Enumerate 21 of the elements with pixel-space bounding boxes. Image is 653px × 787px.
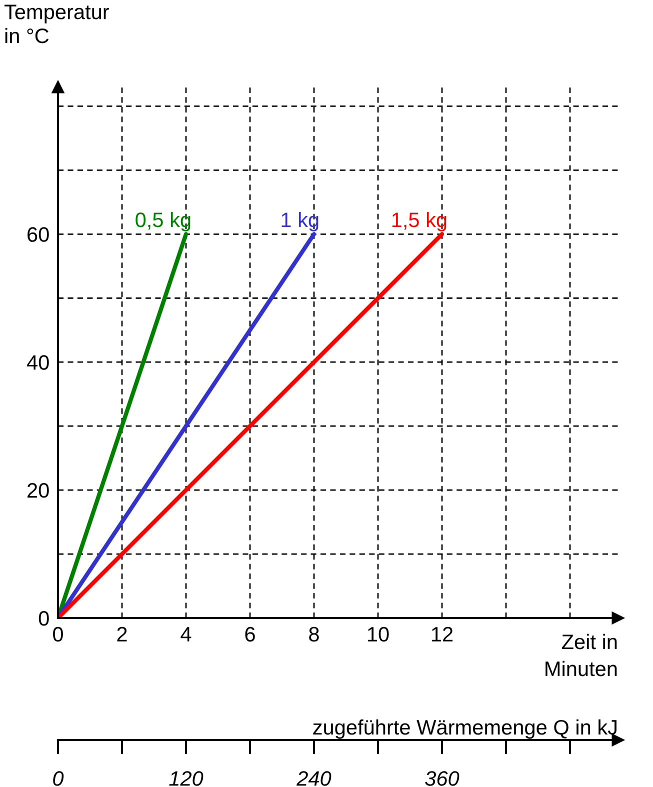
x-tick-label: 12 [432,626,453,642]
y-tick-label: 0 [38,611,49,626]
x-axis-title: Zeit in Minuten [546,634,617,676]
series-label: 1 kg [282,212,318,232]
x2-tick-label: 360 [425,771,460,786]
series-label: 1,5 kg [392,212,446,232]
y-axis-title: Temperatur in °C [4,4,110,44]
series-label: 0,5 kg [136,212,190,232]
y-tick-label: 60 [28,227,49,242]
x2-tick-label: 240 [296,771,332,786]
x2-tick-label: 0 [53,771,64,786]
x2-tick-label: 120 [169,771,204,786]
x-tick-label: 0 [53,626,63,642]
x-tick-label: 2 [117,626,127,642]
x-tick-label: 6 [245,626,255,642]
y-tick-label: 20 [28,483,49,498]
x-tick-label: 4 [180,627,192,642]
x2-axis-title: zugeführte Wärmemenge Q in kJ [313,719,616,739]
x-tick-label: 8 [309,626,319,642]
y-tick-label: 40 [26,355,49,370]
x-tick-label: 10 [368,626,389,642]
